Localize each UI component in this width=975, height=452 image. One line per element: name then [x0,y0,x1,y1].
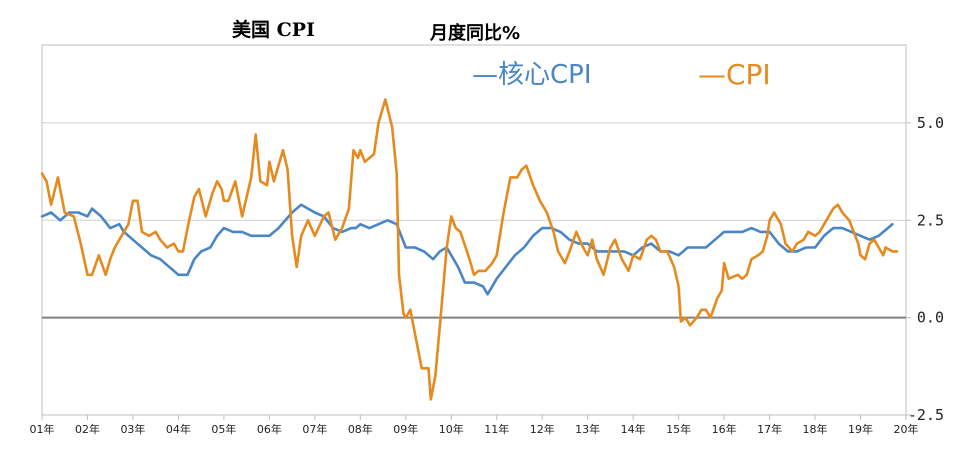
x-tick-label: 03年 [120,422,145,436]
chart-subtitle: 月度同比% [429,22,520,44]
legend-cpi: —CPI [698,58,771,91]
x-tick-label: 02年 [75,422,100,436]
x-tick-label: 04年 [166,422,191,436]
y-tick-label: 0.0 [917,309,944,327]
series-line-core-cpi [40,203,894,296]
y-tick-label: 5.0 [917,114,944,132]
y-tick-label: -2.5 [908,406,944,424]
x-tick-label: 05年 [211,422,236,436]
x-tick-label: 08年 [348,422,373,436]
series-lines [40,98,899,401]
x-tick-label: 07年 [302,422,327,436]
chart-title: 美国 CPI [232,18,315,41]
x-tick-label: 01年 [30,422,55,436]
x-tick-label: 17年 [757,422,782,436]
grid-lines [42,122,906,319]
x-tick-label: 16年 [712,422,737,436]
y-tick-label: 2.5 [917,211,944,229]
x-axis: 01年 02年 03年 04年 05年 06年 07年 08年 09年 10年 11年 12年 13年 1… [30,415,919,436]
x-tick-label: 11年 [484,422,509,436]
x-tick-label: 20年 [894,422,919,436]
plot-frame [41,44,907,416]
x-tick-label: 09年 [393,422,418,436]
x-tick-label: 13年 [575,422,600,436]
x-tick-label: 18年 [803,422,828,436]
x-tick-label: 12年 [530,422,555,436]
series-line-cpi [40,98,899,401]
x-tick-label: 10年 [439,422,464,436]
x-tick-label: 14年 [621,422,646,436]
y-axis: 5.0 2.5 0.0 -2.5 [906,114,944,424]
x-tick-label: 19年 [848,422,873,436]
legend-core-cpi: —核心CPI [472,60,592,90]
x-tick-label: 06年 [257,422,282,436]
x-tick-label: 15年 [666,422,691,436]
